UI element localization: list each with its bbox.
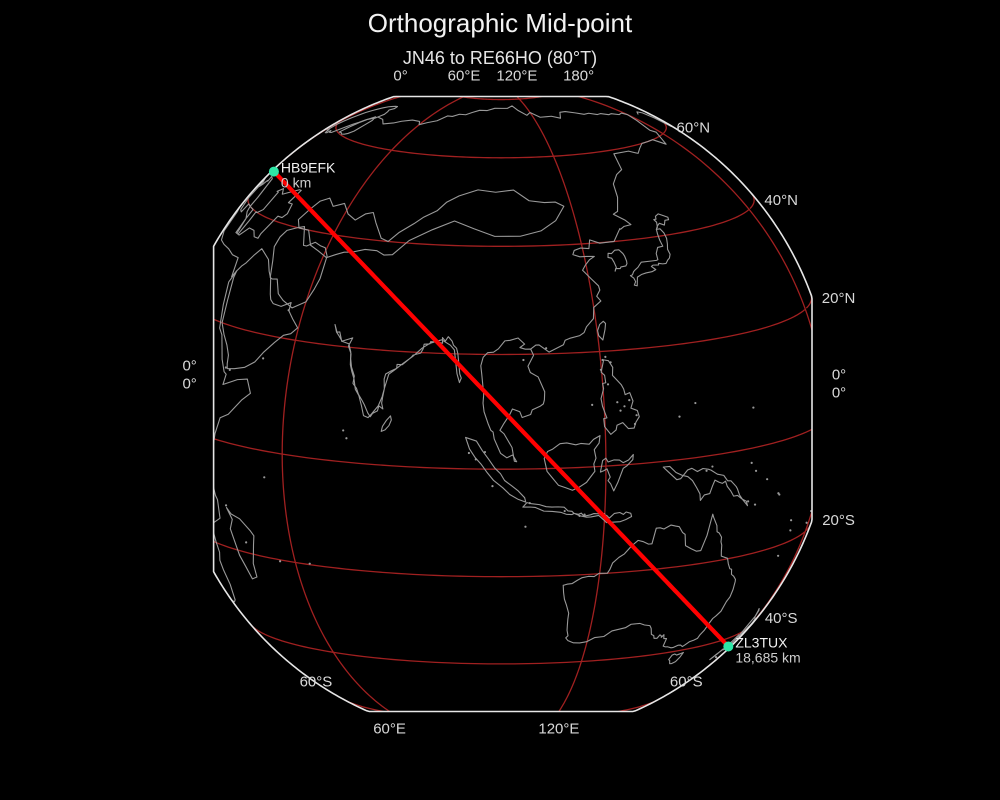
svg-text:60°E: 60°E: [373, 720, 406, 737]
svg-text:120°E: 120°E: [496, 67, 537, 84]
svg-text:18,685 km: 18,685 km: [735, 649, 800, 665]
svg-text:HB9EFK: HB9EFK: [281, 160, 336, 176]
svg-text:20°S: 20°S: [822, 512, 855, 529]
svg-text:40°N: 40°N: [764, 192, 798, 209]
svg-text:ZL3TUX: ZL3TUX: [735, 634, 788, 650]
svg-text:120°E: 120°E: [538, 721, 579, 738]
svg-text:0 km: 0 km: [281, 175, 311, 191]
svg-text:0°: 0°: [182, 357, 196, 374]
svg-text:40°S: 40°S: [765, 610, 798, 627]
svg-text:60°E: 60°E: [448, 68, 481, 85]
svg-text:60°S: 60°S: [300, 673, 333, 690]
svg-text:0°: 0°: [832, 367, 846, 384]
svg-text:180°: 180°: [563, 67, 594, 84]
svg-text:60°N: 60°N: [677, 120, 711, 137]
svg-text:60°S: 60°S: [670, 673, 703, 690]
svg-text:0°: 0°: [832, 385, 846, 402]
svg-text:20°N: 20°N: [822, 290, 856, 307]
svg-text:0°: 0°: [182, 375, 196, 392]
svg-text:0°: 0°: [393, 68, 407, 85]
